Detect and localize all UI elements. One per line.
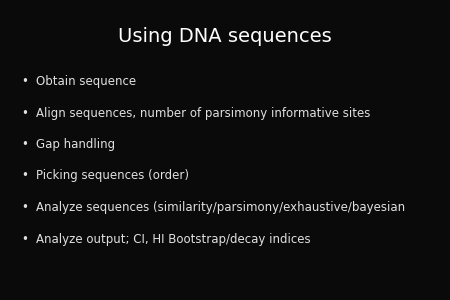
- Text: •: •: [21, 75, 28, 88]
- Text: Analyze output; CI, HI Bootstrap/decay indices: Analyze output; CI, HI Bootstrap/decay i…: [36, 232, 310, 245]
- Text: •: •: [21, 169, 28, 182]
- Text: Picking sequences (order): Picking sequences (order): [36, 169, 189, 182]
- Text: •: •: [21, 232, 28, 245]
- Text: •: •: [21, 201, 28, 214]
- Text: Using DNA sequences: Using DNA sequences: [118, 27, 332, 46]
- Text: Align sequences, number of parsimony informative sites: Align sequences, number of parsimony inf…: [36, 106, 370, 119]
- Text: •: •: [21, 106, 28, 119]
- Text: •: •: [21, 138, 28, 151]
- Text: Gap handling: Gap handling: [36, 138, 115, 151]
- Text: Obtain sequence: Obtain sequence: [36, 75, 136, 88]
- Text: Analyze sequences (similarity/parsimony/exhaustive/bayesian: Analyze sequences (similarity/parsimony/…: [36, 201, 405, 214]
